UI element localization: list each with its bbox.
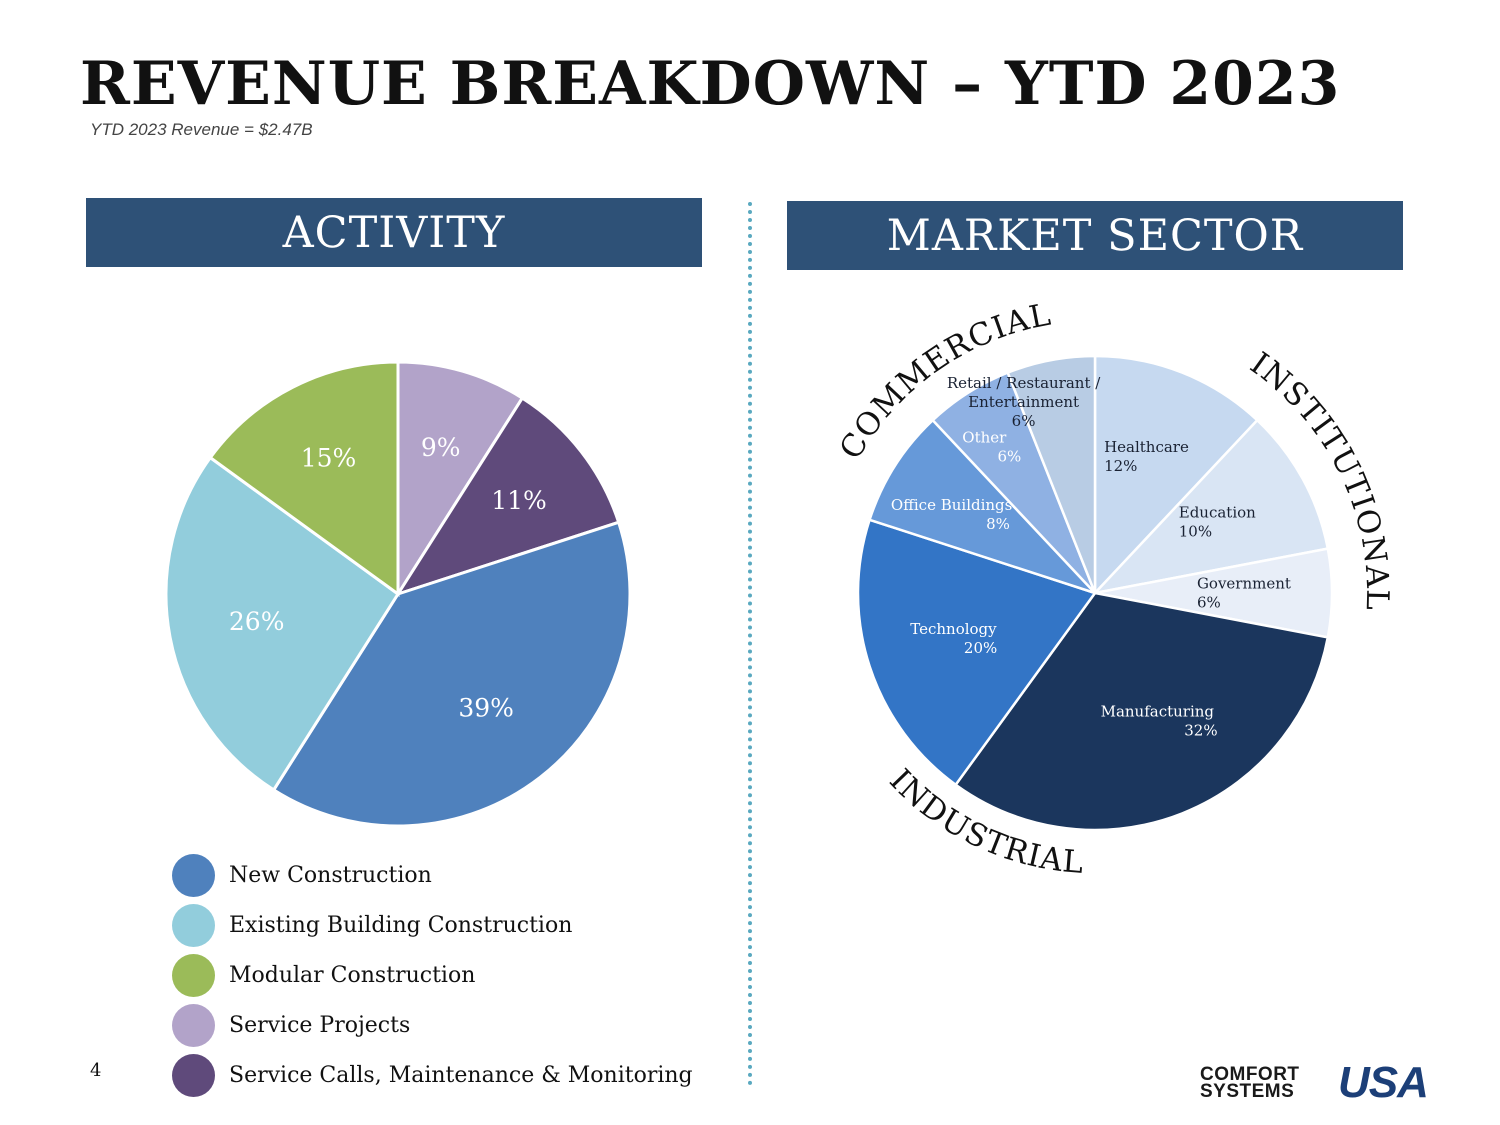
pie-label-existing-building-construction: 26%: [229, 607, 285, 636]
pie-slice-education: [1091, 418, 1330, 595]
legend-item: Service Calls, Maintenance & Monitoring: [172, 1050, 693, 1100]
legend-swatch-service-projects: [172, 1003, 215, 1047]
svg-text:32%: 32%: [1184, 721, 1217, 739]
pie-label-service-calls-maintenance-monitoring: 11%: [491, 486, 547, 515]
svg-text:20%: 20%: [964, 639, 997, 657]
svg-text:Entertainment: Entertainment: [968, 393, 1079, 411]
svg-text:12%: 12%: [1104, 457, 1137, 475]
page-title: REVENUE BREAKDOWN – YTD 2023: [80, 49, 1341, 119]
svg-text:Technology: Technology: [910, 620, 997, 638]
logo-line-1: COMFORT: [1200, 1064, 1300, 1085]
pie-label-modular-construction: 15%: [301, 444, 357, 473]
svg-text:Office Buildings: Office Buildings: [891, 496, 1012, 514]
pie-slice-existing-building-construction: [164, 455, 401, 792]
logo-line-2: SYSTEMS: [1200, 1081, 1295, 1102]
market-sector-banner: MARKET SECTOR: [787, 201, 1403, 270]
legend-swatch-new-construction: [172, 853, 215, 897]
legend-item: Existing Building Construction: [172, 900, 693, 950]
legend-swatch-modular: [172, 953, 215, 997]
svg-text:Manufacturing: Manufacturing: [1101, 702, 1215, 720]
page-number: 4: [90, 1060, 102, 1081]
pie-label-new-construction: 39%: [458, 694, 514, 723]
pie-slice-office-buildings: [868, 418, 1096, 595]
svg-text:6%: 6%: [997, 447, 1021, 465]
svg-text:Government: Government: [1197, 575, 1291, 593]
legend-item: New Construction: [172, 850, 693, 900]
legend-swatch-existing-building: [172, 903, 215, 947]
revenue-subtitle: YTD 2023 Revenue = $2.47B: [90, 120, 313, 139]
svg-text:Retail / Restaurant /: Retail / Restaurant /: [947, 374, 1101, 392]
logo-usa-mark: USA: [1338, 1058, 1429, 1107]
legend-swatch-service-calls: [172, 1053, 215, 1097]
pie-slice-healthcare: [1093, 354, 1260, 597]
legend-label: Service Calls, Maintenance & Monitoring: [229, 1062, 693, 1088]
svg-text:8%: 8%: [986, 515, 1010, 533]
pie-slice-retail-restaurant-entertainment: [1006, 354, 1097, 594]
svg-text:6%: 6%: [1197, 594, 1221, 612]
legend-item: Service Projects: [172, 1000, 693, 1050]
legend-label: Service Projects: [229, 1012, 411, 1038]
pie-slice-service-projects: [396, 360, 525, 600]
pie-slice-technology: [856, 518, 1098, 787]
legend-item: Modular Construction: [172, 950, 693, 1000]
section-divider: [748, 202, 752, 1086]
pie-slice-service-calls-maintenance-monitoring: [394, 396, 621, 597]
svg-text:6%: 6%: [1012, 412, 1036, 430]
pie-slice-modular-construction: [208, 360, 400, 597]
svg-text:Other: Other: [962, 428, 1007, 446]
pie-slice-new-construction: [271, 520, 632, 828]
svg-text:Education: Education: [1179, 504, 1256, 522]
pie-slice-manufacturing: [953, 591, 1330, 832]
activity-banner: ACTIVITY: [86, 198, 702, 267]
pie-label-service-projects: 9%: [421, 433, 461, 462]
company-logo: COMFORT SYSTEMS USA: [1200, 1058, 1460, 1107]
svg-text:10%: 10%: [1179, 523, 1212, 541]
legend-label: Existing Building Construction: [229, 912, 573, 938]
svg-text:Healthcare: Healthcare: [1104, 438, 1189, 456]
legend-label: New Construction: [229, 862, 432, 888]
activity-legend: New Construction Existing Building Const…: [172, 850, 693, 1100]
market-sector-pie-chart: Healthcare12%Education10%Government6%Man…: [833, 300, 1394, 881]
activity-pie-chart: 9% 11% 39% 26% 15%: [164, 360, 632, 828]
legend-label: Modular Construction: [229, 962, 476, 988]
